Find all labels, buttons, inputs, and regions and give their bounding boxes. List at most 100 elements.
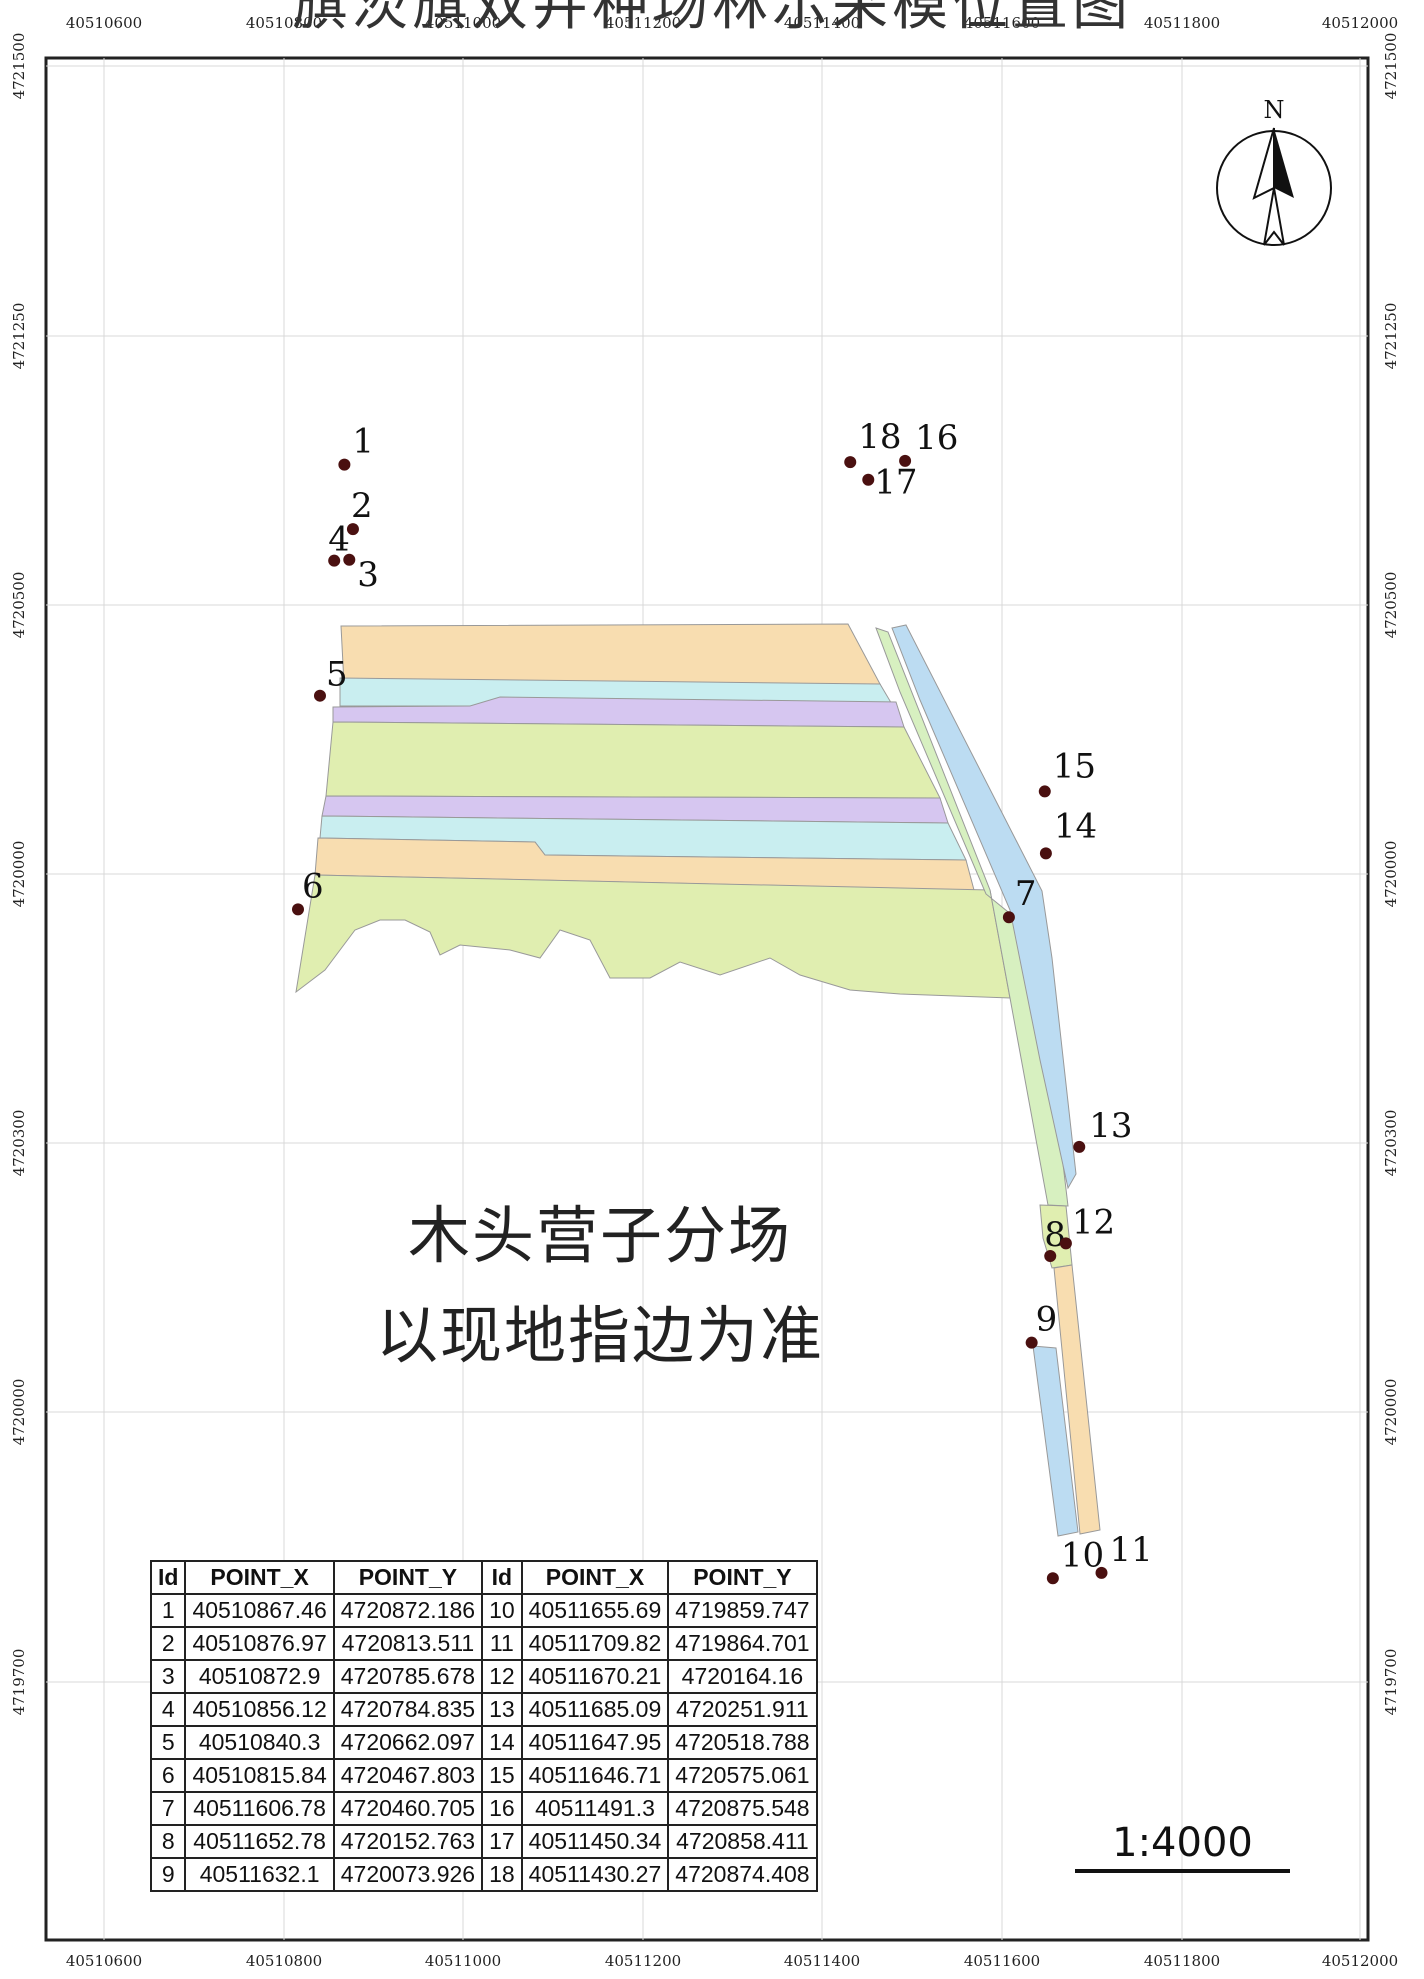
table-cell: 4720813.511 (332, 1626, 484, 1661)
y-tick-label-left: 4721500 (10, 33, 28, 100)
y-tick-label-left: 4719700 (10, 1649, 28, 1716)
table-row: 4 40510856.12 4720784.835 13 40511685.09 4720… (149, 1692, 818, 1727)
y-tick-label-left: 4720000 (10, 841, 28, 908)
survey-point-label-9: 9 (1036, 1300, 1058, 1340)
table-cell: 9 (149, 1857, 187, 1892)
table-cell: 4720858.411 (667, 1824, 818, 1859)
table-row: 5 40510840.3 4720662.097 14 40511647.95 47205… (149, 1725, 818, 1760)
survey-point-label-6: 6 (302, 866, 324, 906)
map-title: 旗茨旗双井种场林示采模位置图 (292, 0, 1132, 38)
survey-point-18 (844, 456, 857, 469)
table-cell: 40511652.78 (184, 1824, 335, 1859)
parcel-blue-strip (891, 624, 1077, 1190)
survey-point-2 (346, 523, 359, 536)
table-cell: 10 (481, 1593, 523, 1628)
survey-point-12 (1059, 1237, 1072, 1250)
table-cell: 4720785.678 (332, 1659, 484, 1694)
survey-point-6 (291, 903, 304, 916)
x-tick-label-bottom: 40511000 (425, 1952, 501, 1970)
table-cell: 4720460.705 (332, 1791, 484, 1826)
survey-point-label-3: 3 (357, 555, 379, 595)
table-body: 1 40510867.46 4720872.186 10 40511655.69 4719… (149, 1593, 818, 1892)
x-tick-label-bottom: 40511400 (784, 1952, 860, 1970)
table-cell: 4720518.788 (667, 1725, 818, 1760)
table-cell: 6 (149, 1758, 187, 1793)
y-tick-label-right: 4721250 (1382, 303, 1400, 370)
table-cell: 40511450.34 (520, 1824, 670, 1859)
survey-point-8 (1044, 1249, 1057, 1262)
caption-line-1: 木头营子分场 (407, 1199, 792, 1272)
caption-line-2: 以现地指边为准 (375, 1299, 824, 1372)
table-cell: 4720152.763 (332, 1824, 484, 1859)
table-cell: 40511632.1 (184, 1857, 335, 1892)
table-cell: 12 (481, 1659, 523, 1694)
y-tick-label-left: 4721250 (10, 303, 28, 370)
x-tick-label-bottom: 40510600 (66, 1952, 142, 1970)
table-header-cell: POINT_X (184, 1560, 335, 1595)
north-label: N (1264, 96, 1285, 124)
parcel-green-strip (875, 627, 1069, 1207)
table-cell: 5 (149, 1725, 187, 1760)
y-tick-label-right: 4721500 (1382, 33, 1400, 100)
table-cell: 40511646.71 (520, 1758, 670, 1793)
survey-point-label-7: 7 (1015, 874, 1037, 914)
y-tick-label-left: 4720300 (10, 1110, 28, 1177)
map-frame (44, 56, 1370, 1942)
table-row: 2 40510876.97 4720813.511 11 40511709.82 4719… (149, 1626, 818, 1661)
x-tick-label-bottom: 40511600 (964, 1952, 1040, 1970)
survey-point-label-14: 14 (1054, 806, 1097, 846)
table-cell: 4 (149, 1692, 187, 1727)
table-cell: 18 (481, 1857, 523, 1892)
survey-point-15 (1038, 785, 1051, 798)
y-tick-label-left: 4720500 (10, 572, 28, 639)
x-tick-label-top: 40510600 (66, 14, 142, 32)
table-cell: 4720784.835 (332, 1692, 484, 1727)
survey-point-label-5: 5 (326, 655, 348, 695)
x-tick-label-bottom: 40510800 (246, 1952, 322, 1970)
parcel-orange-lower (1053, 1264, 1101, 1535)
table-header-row: Id POINT_X POINT_Y Id POINT_X POINT_Y (149, 1560, 818, 1595)
table-cell: 7 (149, 1791, 187, 1826)
y-tick-label-right: 4720000 (1382, 841, 1400, 908)
survey-point-4 (328, 554, 341, 567)
x-tick-label-bottom: 40511200 (605, 1952, 681, 1970)
table-cell: 40510856.12 (184, 1692, 335, 1727)
table-row: 1 40510867.46 4720872.186 10 40511655.69 4719… (149, 1593, 818, 1628)
table-header-cell: POINT_X (520, 1560, 670, 1595)
table-row: 8 40511652.78 4720152.763 17 40511450.34 4720… (149, 1824, 818, 1859)
y-tick-label-left: 4720000 (10, 1379, 28, 1446)
x-tick-label-top: 40511200 (605, 14, 681, 32)
scale-bar (1075, 1869, 1290, 1873)
table-row: 3 40510872.9 4720785.678 12 40511670.21 47201… (149, 1659, 818, 1694)
table-header-cell: POINT_Y (332, 1560, 484, 1595)
survey-point-label-12: 12 (1072, 1202, 1115, 1242)
survey-point-1 (338, 458, 351, 471)
table-cell: 4720872.186 (332, 1593, 484, 1628)
x-tick-label-bottom: 40511800 (1144, 1952, 1220, 1970)
table-cell: 4719859.747 (667, 1593, 818, 1628)
table-cell: 40511647.95 (520, 1725, 670, 1760)
x-tick-label-top: 40510800 (246, 14, 322, 32)
survey-point-label-17: 17 (874, 463, 917, 503)
survey-point-9 (1025, 1336, 1038, 1349)
table-row: 7 40511606.78 4720460.705 16 40511491.3 47208… (149, 1791, 818, 1826)
table-cell: 15 (481, 1758, 523, 1793)
table-cell: 40511709.82 (520, 1626, 670, 1661)
table-cell: 4720251.911 (667, 1692, 818, 1727)
scale-label: 1:4000 (1112, 1820, 1253, 1866)
table-cell: 14 (481, 1725, 523, 1760)
table-cell: 8 (149, 1824, 187, 1859)
survey-point-label-11: 11 (1110, 1530, 1153, 1570)
x-tick-label-bottom: 40512000 (1322, 1952, 1398, 1970)
table-cell: 40511655.69 (520, 1593, 670, 1628)
table-row: 9 40511632.1 4720073.926 18 40511430.27 47208… (149, 1857, 818, 1892)
table-cell: 1 (149, 1593, 187, 1628)
table-cell: 17 (481, 1824, 523, 1859)
table-cell: 4720662.097 (332, 1725, 484, 1760)
table-cell: 40510815.84 (184, 1758, 335, 1793)
survey-point-14 (1039, 847, 1052, 860)
table-cell: 4720575.061 (667, 1758, 818, 1793)
table-cell: 40511606.78 (184, 1791, 335, 1826)
